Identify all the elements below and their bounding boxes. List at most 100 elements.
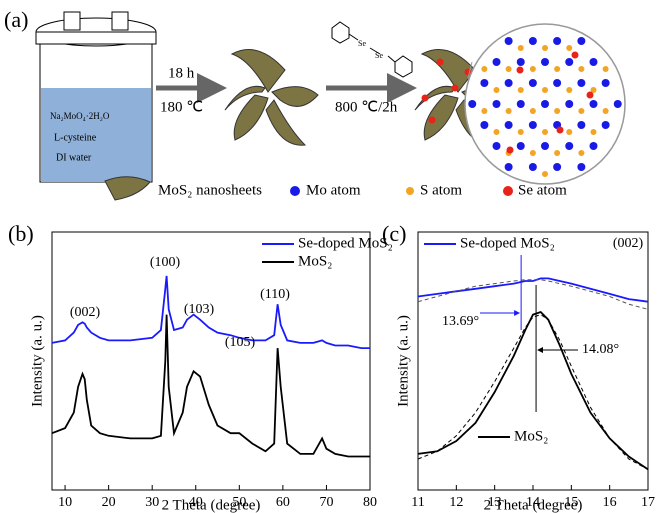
x-tick-label: 16 bbox=[603, 495, 617, 510]
lattice-atom bbox=[493, 58, 501, 66]
lattice-se bbox=[587, 92, 594, 99]
diphenyl-diselenide bbox=[332, 22, 412, 77]
legend-icon bbox=[290, 186, 300, 196]
peak-annotation: (002) bbox=[613, 236, 644, 251]
lattice-atom bbox=[554, 66, 560, 72]
lattice-atom bbox=[554, 150, 560, 156]
valve bbox=[64, 12, 80, 30]
legend-label: Se-doped MoS₂ bbox=[298, 235, 393, 251]
lattice-atom bbox=[518, 129, 524, 135]
lattice-atom bbox=[517, 100, 525, 108]
lattice-atom bbox=[603, 108, 609, 114]
lattice-atom bbox=[517, 142, 525, 150]
lattice-atom bbox=[493, 142, 501, 150]
peak-annotation: (002) bbox=[70, 305, 101, 320]
lattice-atom bbox=[480, 79, 488, 87]
lattice-atom bbox=[517, 58, 525, 66]
lattice-atom bbox=[541, 100, 549, 108]
precursor: L-cysteine bbox=[54, 132, 97, 143]
legend-label: Mo atom bbox=[306, 182, 361, 198]
y-axis-label: Intensity (a. u.) bbox=[395, 315, 411, 407]
data-line bbox=[52, 315, 370, 457]
molecule-label: Se bbox=[358, 39, 366, 48]
lattice-atom bbox=[506, 108, 512, 114]
lattice-atom bbox=[577, 163, 585, 171]
x-tick-label: 10 bbox=[58, 495, 72, 510]
x-tick-label: 70 bbox=[319, 495, 333, 510]
y-axis-label: Intensity (a. u.) bbox=[29, 315, 45, 407]
x-tick-label: 30 bbox=[145, 495, 159, 510]
lattice-atom bbox=[529, 37, 537, 45]
x-tick-label: 80 bbox=[363, 495, 377, 510]
lattice-se bbox=[557, 127, 564, 134]
step-temp: 180 ℃ bbox=[160, 99, 203, 115]
lattice-atom bbox=[541, 142, 549, 150]
lattice-atom bbox=[542, 171, 548, 177]
lattice-atom bbox=[480, 121, 488, 129]
panel-label: (b) bbox=[8, 221, 34, 246]
lattice-atom bbox=[505, 163, 513, 171]
plot-frame bbox=[418, 232, 648, 490]
lattice-atom bbox=[603, 66, 609, 72]
legend-label: MoS₂ bbox=[298, 253, 332, 269]
molecule-label: Se bbox=[375, 51, 383, 60]
lattice-atom bbox=[505, 79, 513, 87]
legend-icon bbox=[105, 177, 150, 200]
data-line bbox=[418, 312, 648, 469]
lattice-atom bbox=[553, 79, 561, 87]
lattice-atom bbox=[494, 87, 500, 93]
lattice-atom bbox=[554, 108, 560, 114]
fit-line bbox=[418, 315, 648, 470]
lattice-atom bbox=[518, 87, 524, 93]
lattice-atom bbox=[589, 100, 597, 108]
lattice-se bbox=[507, 147, 514, 154]
x-tick-label: 17 bbox=[641, 495, 655, 510]
x-axis-label: 2 Theta (degree) bbox=[484, 497, 583, 513]
lattice-atom bbox=[481, 108, 487, 114]
lattice-se bbox=[572, 52, 579, 59]
lattice-se bbox=[517, 67, 524, 74]
peak-label: 14.08° bbox=[582, 342, 619, 357]
precursor: DI water bbox=[56, 152, 92, 163]
plot-frame bbox=[52, 232, 370, 490]
step-time: 18 h bbox=[168, 65, 195, 81]
lattice-atom bbox=[589, 58, 597, 66]
lattice-atom bbox=[518, 45, 524, 51]
lattice-atom bbox=[506, 66, 512, 72]
lattice-atom bbox=[530, 150, 536, 156]
lattice-atom bbox=[530, 66, 536, 72]
lattice-atom bbox=[602, 79, 610, 87]
lattice-atom bbox=[578, 66, 584, 72]
legend-icon bbox=[406, 187, 414, 195]
figure: (a) Na₂MoO₄·2H₂O L-cysteine DI water 18 … bbox=[0, 0, 657, 513]
lattice-atom bbox=[493, 100, 501, 108]
lattice-atom bbox=[505, 121, 513, 129]
legend-label: Se-doped MoS₂ bbox=[460, 235, 555, 251]
lattice-atom bbox=[566, 129, 572, 135]
panel-a: (a) Na₂MoO₄·2H₂O L-cysteine DI water 18 … bbox=[4, 7, 625, 200]
peak-annotation: (105) bbox=[225, 335, 256, 350]
lattice-atom bbox=[590, 129, 596, 135]
peak-label: 13.69° bbox=[442, 314, 479, 329]
step-condition: 800 ℃/2h bbox=[335, 99, 398, 115]
lattice-atom bbox=[565, 100, 573, 108]
lattice-atom bbox=[529, 79, 537, 87]
lattice-atom bbox=[542, 45, 548, 51]
legend-label: MoS₂ bbox=[514, 428, 548, 444]
x-axis-label: 2 Theta (degree) bbox=[162, 497, 261, 513]
lattice-atom bbox=[589, 142, 597, 150]
lattice-atom bbox=[553, 37, 561, 45]
legend-label: S atom bbox=[420, 182, 462, 198]
peak-annotation: (100) bbox=[150, 255, 181, 270]
lattice-atom bbox=[565, 142, 573, 150]
lid-rim bbox=[36, 32, 156, 44]
lattice-atom bbox=[481, 66, 487, 72]
lattice-atom bbox=[494, 129, 500, 135]
peak-annotation: (103) bbox=[184, 302, 215, 317]
legend-label: MoS₂ nanosheets bbox=[158, 182, 262, 198]
x-tick-label: 20 bbox=[102, 495, 116, 510]
lattice-atom bbox=[602, 121, 610, 129]
lattice-atom bbox=[578, 108, 584, 114]
lattice-atom bbox=[614, 100, 622, 108]
lattice-atom bbox=[505, 37, 513, 45]
